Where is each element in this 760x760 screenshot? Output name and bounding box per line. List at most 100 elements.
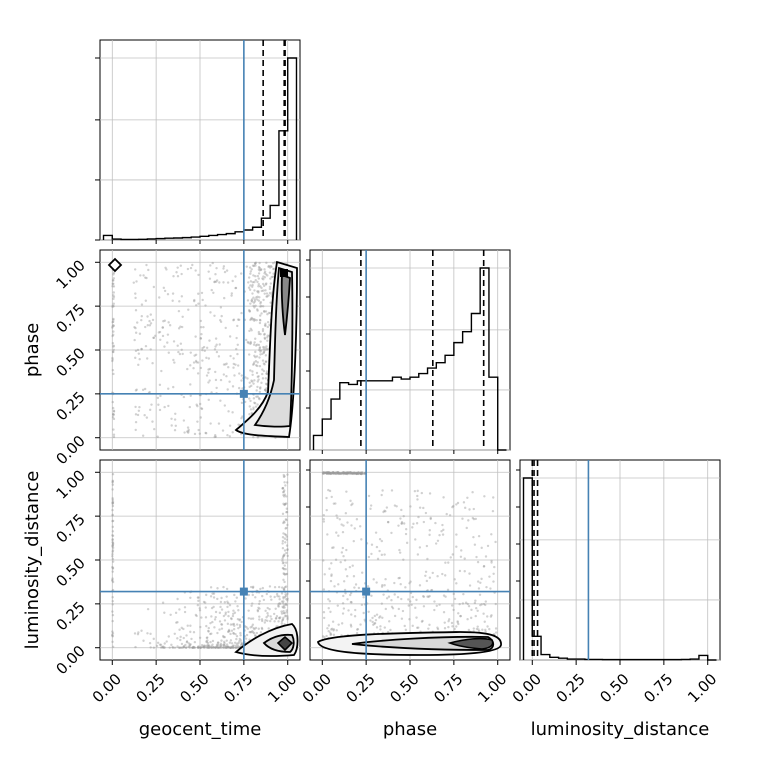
scatter-point	[285, 538, 288, 541]
scatter-point	[161, 326, 165, 329]
scatter-point	[350, 601, 353, 604]
scatter-point	[277, 603, 280, 606]
scatter-point	[211, 643, 214, 646]
scatter-point	[251, 617, 255, 620]
scatter-point	[192, 646, 195, 649]
scatter-point	[112, 271, 116, 275]
scatter-point	[387, 595, 391, 598]
scatter-point	[344, 472, 347, 475]
scatter-point	[210, 288, 213, 292]
scatter-point	[285, 551, 288, 555]
scatter-point	[482, 564, 486, 568]
scatter-point	[280, 600, 284, 603]
scatter-point	[197, 646, 200, 649]
scatter-point	[172, 385, 175, 389]
scatter-point	[370, 594, 373, 597]
scatter-point	[177, 646, 181, 649]
scatter-point	[197, 273, 200, 277]
scatter-point	[281, 618, 285, 621]
scatter-point	[187, 430, 190, 433]
scatter-point	[251, 373, 254, 376]
scatter-point	[258, 296, 261, 299]
scatter-point	[282, 532, 285, 535]
scatter-point	[251, 630, 254, 633]
y-tick-label: 0.00	[52, 642, 88, 678]
scatter-point	[253, 280, 256, 284]
scatter-point	[338, 471, 342, 475]
scatter-point	[355, 471, 359, 475]
scatter-point	[363, 472, 366, 475]
scatter-point	[259, 268, 263, 272]
scatter-point	[217, 643, 220, 647]
scatter-point	[264, 347, 268, 350]
scatter-point	[134, 296, 137, 300]
scatter-point	[264, 324, 267, 327]
scatter-point	[263, 388, 267, 392]
scatter-point	[337, 471, 340, 474]
scatter-point	[471, 491, 474, 494]
scatter-point	[185, 640, 189, 644]
scatter-point	[148, 408, 152, 412]
scatter-point	[282, 597, 285, 600]
scatter-point	[253, 318, 257, 321]
scatter-point	[427, 595, 430, 599]
scatter-point	[186, 367, 189, 371]
scatter-point	[229, 354, 232, 358]
scatter-point	[282, 610, 285, 613]
scatter-point	[111, 356, 114, 360]
scatter-point	[238, 618, 242, 621]
scatter-point	[325, 634, 328, 638]
scatter-point	[342, 471, 345, 475]
scatter-point	[259, 300, 263, 304]
scatter-point	[253, 300, 257, 303]
scatter-point	[257, 397, 261, 400]
scatter-point	[344, 511, 348, 515]
scatter-point	[191, 646, 194, 649]
scatter-point	[461, 602, 465, 605]
scatter-point	[254, 261, 258, 264]
scatter-point	[273, 586, 277, 589]
scatter-point	[207, 644, 211, 647]
scatter-point	[140, 348, 143, 351]
scatter-point	[226, 622, 230, 626]
scatter-point	[420, 491, 424, 495]
scatter-point	[111, 514, 114, 517]
scatter-point	[176, 275, 180, 278]
scatter-point	[241, 415, 244, 418]
scatter-point	[192, 646, 195, 649]
x-tick-label: 0.75	[220, 670, 256, 706]
scatter-point	[232, 609, 235, 612]
scatter-point	[424, 570, 428, 573]
scatter-point	[161, 326, 164, 329]
scatter-point	[461, 517, 464, 520]
scatter-point	[111, 304, 114, 308]
scatter-point	[351, 472, 355, 476]
scatter-point	[387, 520, 390, 524]
scatter-point	[234, 286, 237, 290]
scatter-point	[251, 370, 254, 373]
scatter-point	[284, 541, 287, 544]
scatter-point	[222, 635, 225, 639]
scatter-point	[184, 646, 188, 649]
scatter-point	[453, 578, 456, 581]
scatter-point	[411, 526, 414, 529]
scatter-point	[353, 471, 357, 474]
scatter-point	[160, 369, 163, 373]
scatter-point	[252, 382, 255, 385]
scatter-point	[134, 413, 138, 416]
scatter-point	[112, 277, 116, 280]
scatter-point	[463, 506, 467, 510]
scatter-point	[248, 630, 251, 634]
scatter-point	[375, 613, 379, 616]
scatter-point	[337, 623, 340, 626]
scatter-point	[450, 604, 454, 607]
scatter-point	[112, 409, 116, 413]
scatter-point	[264, 283, 268, 286]
scatter-point	[422, 595, 426, 599]
scatter-point	[281, 487, 284, 490]
scatter-point	[270, 293, 273, 296]
scatter-point	[484, 628, 487, 632]
scatter-point	[112, 279, 115, 282]
scatter-point	[453, 627, 456, 631]
scatter-point	[239, 634, 242, 637]
